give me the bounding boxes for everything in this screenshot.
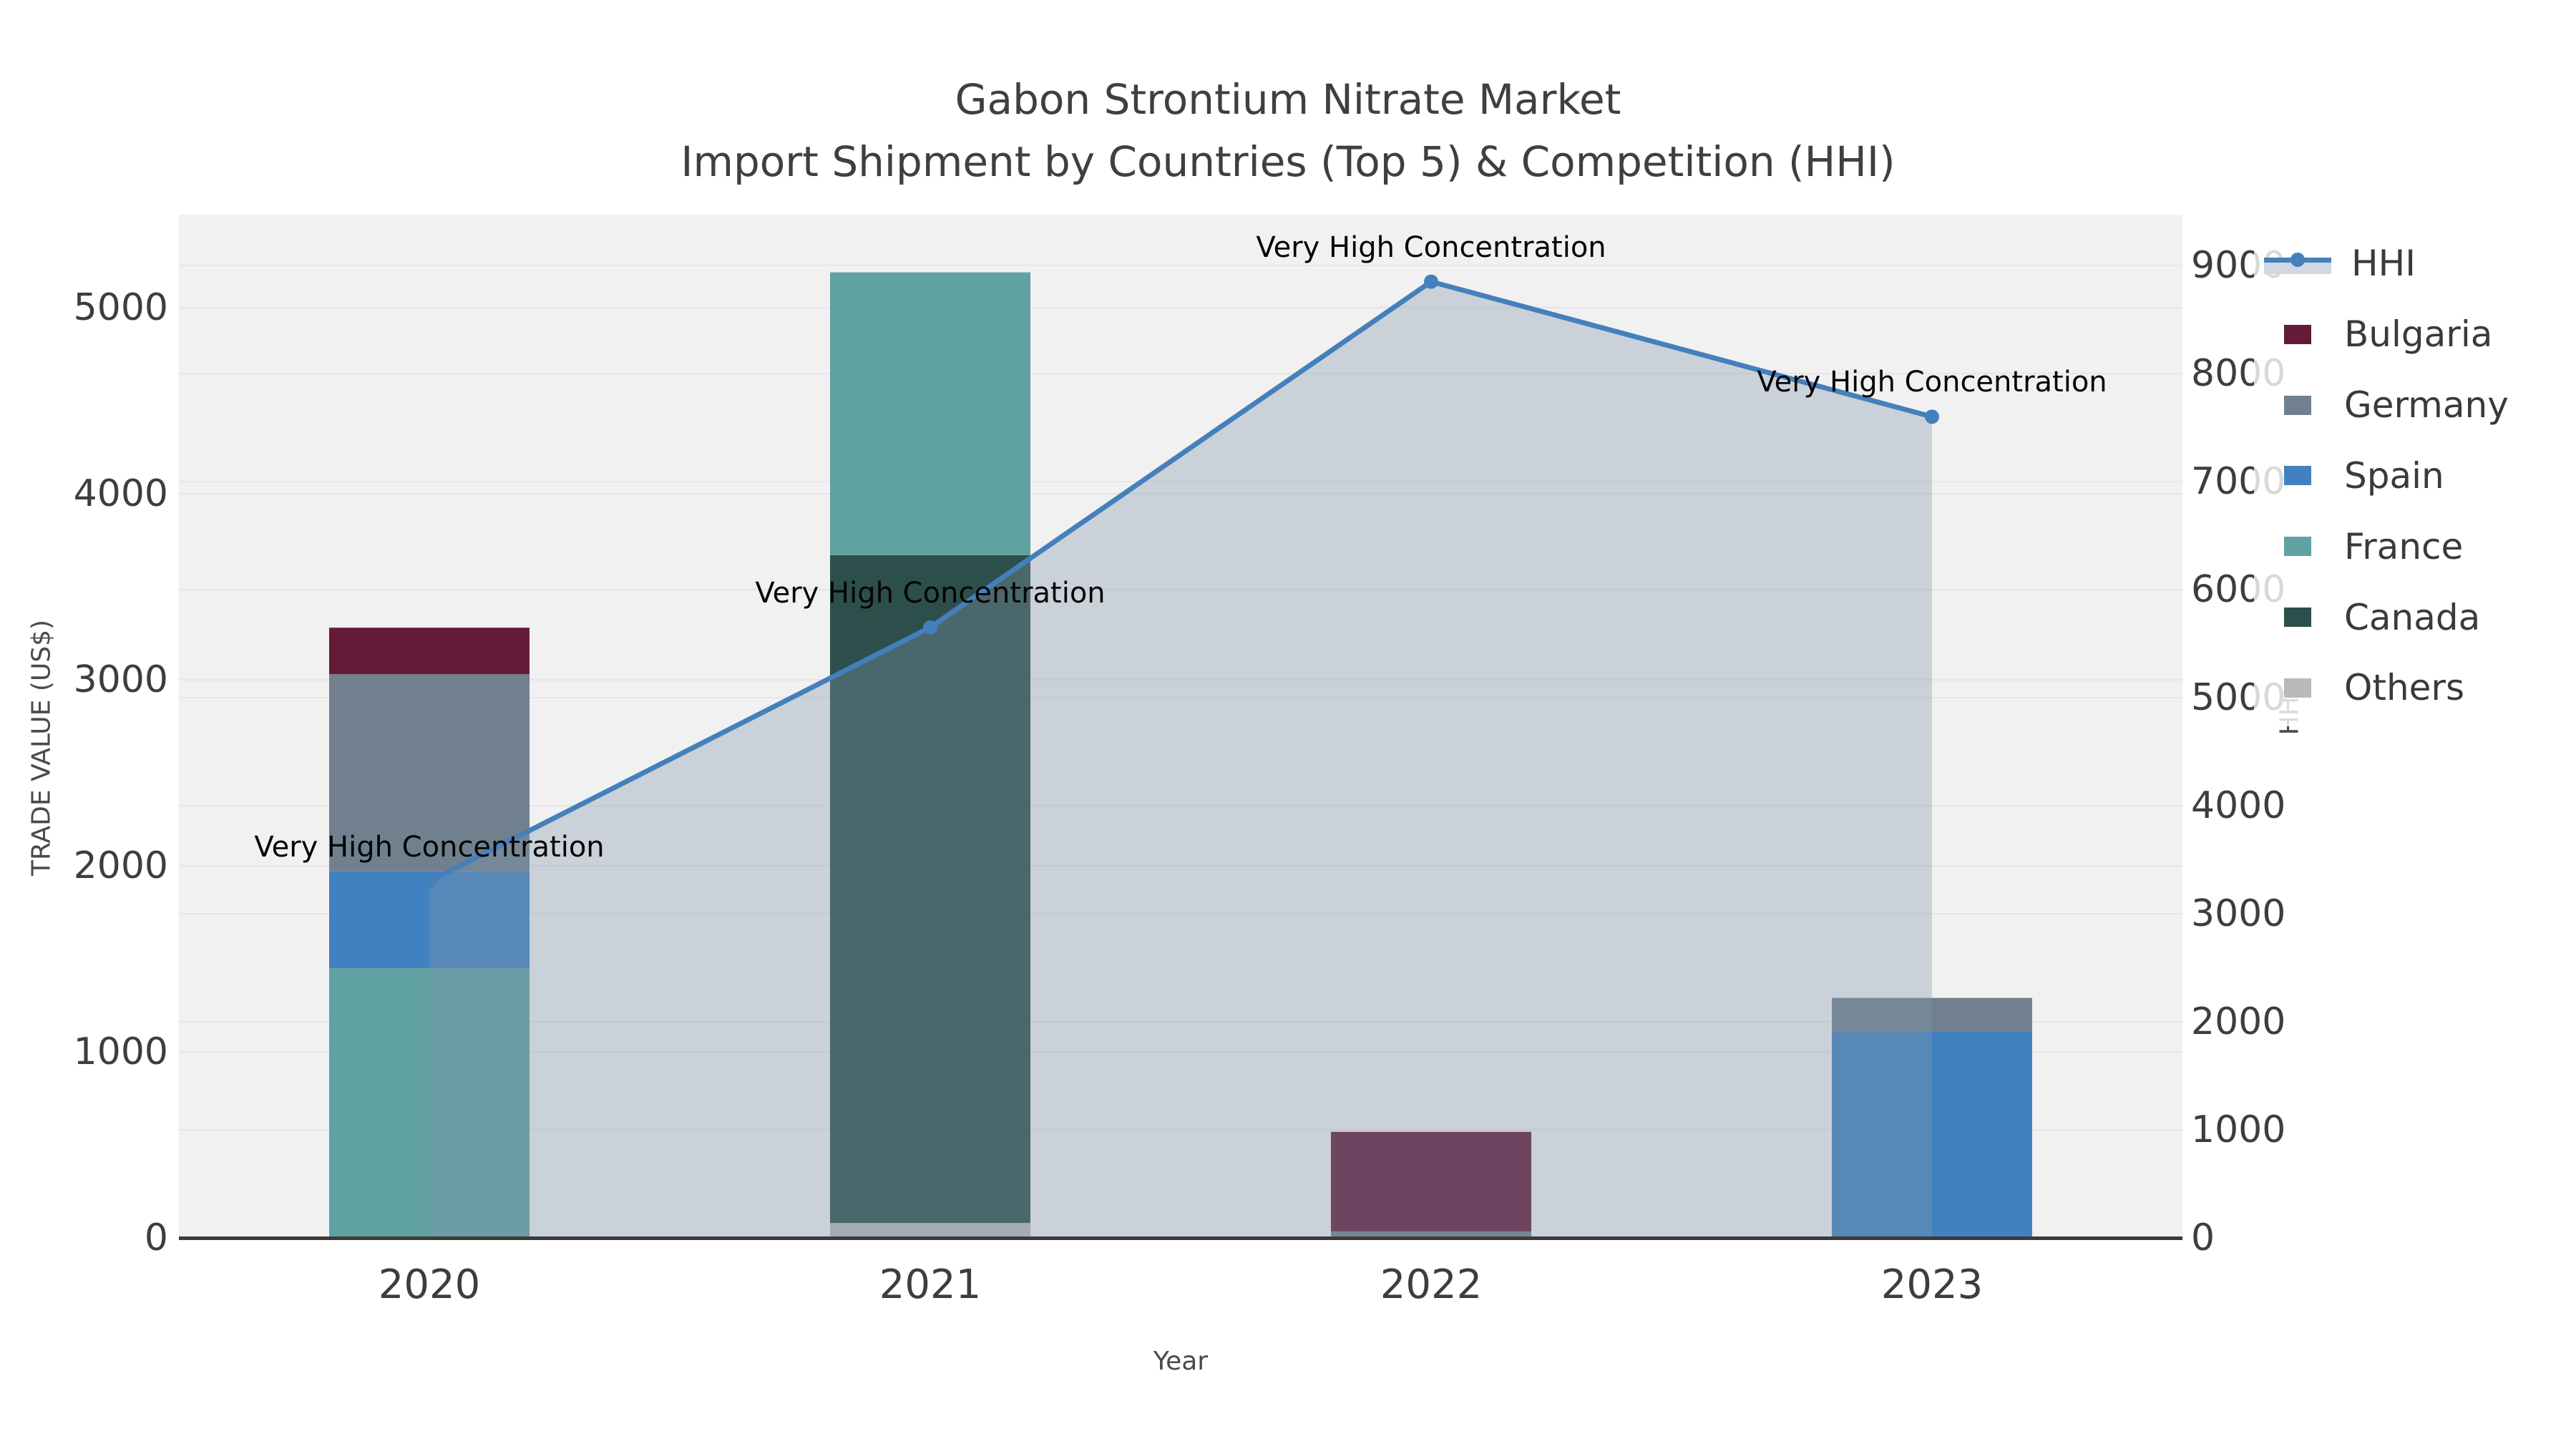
chart-title-line2: Import Shipment by Countries (Top 5) & C… [680,137,1896,186]
y-axis-label-left: TRADE VALUE (US$) [26,619,57,877]
hhi-line [428,279,1933,884]
bar-segment-others-2021 [830,1223,1030,1238]
y-left-tick-3000: 3000 [73,658,168,701]
bar-segment-germany-2020 [329,674,530,872]
germany-color-swatch [2284,395,2311,415]
legend-label-france: France [2344,525,2464,567]
y-right-tick-3000: 3000 [2191,892,2286,935]
chart-title: Gabon Strontium Nitrate Market Import Sh… [0,69,2576,193]
legend-item-france: France [2254,512,2576,581]
y-left-tick-0: 0 [144,1216,168,1259]
legend-item-bulgaria: Bulgaria [2254,300,2576,369]
bar-segment-france-2020 [329,968,530,1238]
y-left-tick-5000: 5000 [73,286,168,329]
bar-segment-bulgaria-2020 [329,628,530,675]
y-left-tick-2000: 2000 [73,844,168,887]
legend-item-spain: Spain [2254,441,2576,510]
hhi-marker-2021 [923,620,937,635]
bar-segment-germany-2023 [1832,997,2032,1032]
bar-segment-bulgaria-2022 [1331,1131,1531,1231]
annotation-2021: Very High Concentration [755,576,1106,610]
bar-segment-canada-2021 [830,555,1030,1224]
bar-segment-france-2021 [830,272,1030,555]
hhi-marker-2020 [422,874,436,889]
chart-title-line1: Gabon Strontium Nitrate Market [955,75,1621,124]
y-left-tick-4000: 4000 [73,472,168,515]
bulgaria-color-swatch [2284,324,2311,344]
x-tick-2023: 2023 [1880,1262,1984,1308]
x-tick-2022: 2022 [1380,1262,1483,1308]
legend-item-canada: Canada [2254,583,2576,652]
spain-color-swatch [2284,466,2311,486]
annotation-2022: Very High Concentration [1256,230,1606,264]
legend-label-canada: Canada [2344,596,2481,638]
others-color-swatch [2284,678,2311,698]
y-right-tick-0: 0 [2191,1216,2215,1259]
y-right-tick-1000: 1000 [2191,1108,2286,1151]
hhi-marker-swatch [2290,253,2305,268]
hhi-marker-2022 [1424,274,1438,289]
legend-item-germany: Germany [2254,371,2576,439]
y-right-tick-4000: 4000 [2191,784,2286,827]
y-right-tick-2000: 2000 [2191,1000,2286,1043]
legend-item-hhi: HHI [2254,229,2576,298]
x-axis-line [179,1236,2182,1240]
legend: HHI Bulgaria Germany Spain France Canada… [2254,225,2576,726]
y-left-tick-1000: 1000 [73,1030,168,1073]
x-axis-label: Year [1153,1347,1209,1376]
canada-color-swatch [2284,608,2311,628]
x-tick-2020: 2020 [378,1262,481,1308]
legend-label-others: Others [2344,667,2465,709]
hhi-area-swatch [2264,263,2331,275]
hhi-area-fill [429,281,1932,1239]
france-color-swatch [2284,537,2311,557]
x-tick-2021: 2021 [879,1262,982,1308]
bar-segment-germany-2022 [1331,1231,1531,1238]
legend-label-hhi: HHI [2351,243,2416,285]
hhi-marker-2023 [1925,409,1939,424]
legend-label-germany: Germany [2344,384,2509,426]
annotation-2020: Very High Concentration [254,830,605,864]
legend-item-others: Others [2254,653,2576,722]
bar-segment-spain-2023 [1832,1031,2032,1238]
hhi-line-area-swatch [2264,248,2331,279]
legend-label-bulgaria: Bulgaria [2344,313,2493,356]
legend-label-spain: Spain [2344,454,2444,497]
annotation-2023: Very High Concentration [1757,366,2107,399]
